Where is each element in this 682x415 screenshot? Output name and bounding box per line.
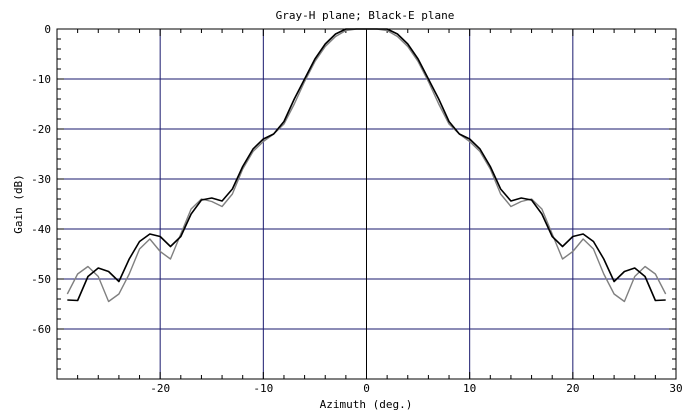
x-tick-label: 20 <box>566 382 579 395</box>
y-tick-label: -40 <box>31 223 51 236</box>
x-axis-label: Azimuth (deg.) <box>320 398 413 411</box>
y-tick-label: -10 <box>31 73 51 86</box>
grid <box>57 29 676 379</box>
chart-title: Gray-H plane; Black-E plane <box>276 9 455 22</box>
y-tick-label: -30 <box>31 173 51 186</box>
y-tick-label: -20 <box>31 123 51 136</box>
x-tick-label: 0 <box>363 382 370 395</box>
x-tick-label: -20 <box>150 382 170 395</box>
y-tick-label: -60 <box>31 323 51 336</box>
x-tick-label: 30 <box>669 382 682 395</box>
y-tick-label: -50 <box>31 273 51 286</box>
y-tick-label: 0 <box>44 23 51 36</box>
x-tick-label: 10 <box>463 382 476 395</box>
x-tick-label: -10 <box>253 382 273 395</box>
y-axis-label: Gain (dB) <box>12 174 25 234</box>
black-series-line <box>67 28 666 302</box>
series-group <box>66 28 667 303</box>
tick-labels: -20 -10 0 10 20 30 0 -10 -20 -30 -40 -50 -60 <box>31 23 682 395</box>
